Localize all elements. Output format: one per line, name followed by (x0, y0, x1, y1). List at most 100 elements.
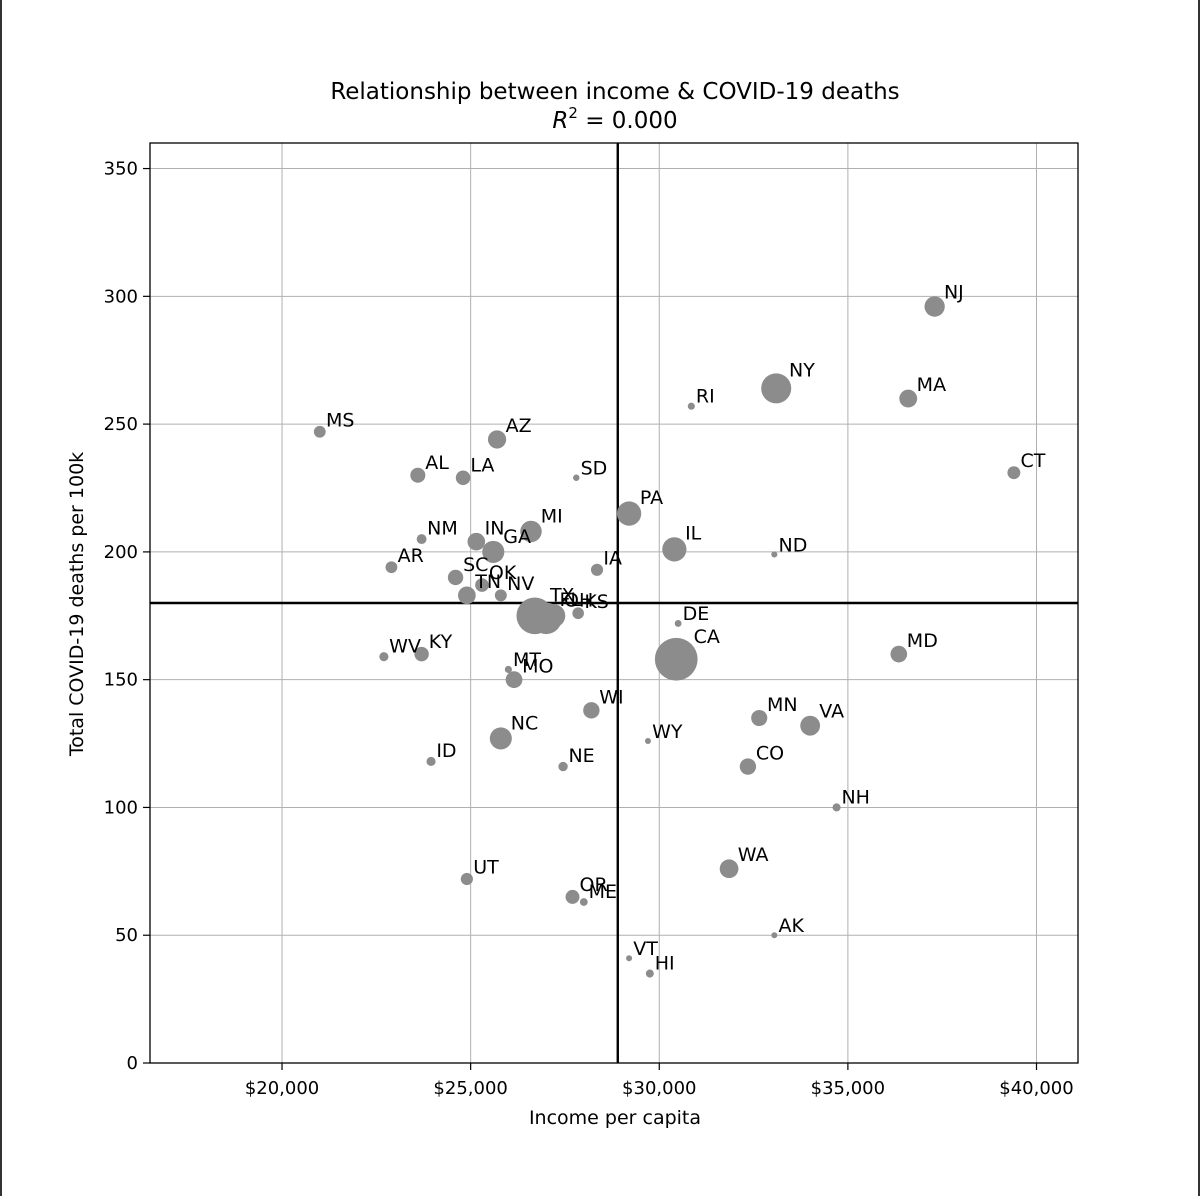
data-point (379, 652, 389, 662)
point-label: WY (652, 721, 683, 743)
point-label: MI (541, 506, 563, 528)
point-label: AR (398, 545, 424, 567)
point-label: TN (474, 571, 501, 593)
point-label: CO (756, 743, 784, 765)
point-label: RI (696, 386, 715, 408)
data-point (505, 671, 523, 689)
chart-title: Relationship between income & COVID-19 d… (330, 79, 899, 105)
y-axis-label: Total COVID-19 deaths per 100k (66, 452, 88, 757)
point-label: WV (389, 635, 421, 657)
point-label: AZ (506, 415, 532, 437)
point-label: GA (503, 526, 531, 548)
data-point (475, 578, 489, 592)
data-point (644, 738, 651, 744)
point-label: VA (819, 701, 844, 723)
point-label: NJ (944, 281, 964, 303)
data-point (739, 758, 757, 775)
data-point (687, 402, 695, 410)
data-point (832, 803, 841, 812)
data-point (579, 898, 588, 906)
point-label: DE (683, 603, 710, 625)
point-label: CA (694, 626, 720, 648)
point-label: TX (549, 585, 575, 607)
y-tick-label: 350 (104, 159, 138, 180)
data-point (761, 373, 792, 404)
plot-border (149, 142, 1079, 1064)
point-label: AL (425, 452, 449, 474)
x-tick-label: $40,000 (999, 1078, 1073, 1099)
point-label: NC (511, 713, 538, 735)
data-point (504, 665, 512, 674)
data-points (313, 296, 1021, 978)
point-label: HI (655, 953, 675, 975)
data-point (654, 637, 698, 681)
point-label: ND (779, 534, 808, 556)
data-point (385, 561, 398, 574)
data-point (924, 296, 945, 317)
data-point (455, 470, 471, 486)
x-axis-label: Income per capita (529, 1107, 701, 1129)
point-label: MA (917, 374, 946, 396)
point-label: NY (789, 360, 815, 382)
right-border (1198, 0, 1200, 1196)
y-tick-label: 300 (104, 286, 138, 307)
point-label: MO (522, 656, 553, 678)
y-tick-label: 100 (104, 797, 138, 818)
data-point (573, 474, 580, 482)
x-tick-label: $25,000 (433, 1078, 507, 1099)
chart-subtitle: R2 = 0.000 (552, 104, 677, 134)
subtitle-value: = 0.000 (578, 108, 678, 134)
point-label: NE (568, 745, 594, 767)
point-label: OK (489, 562, 517, 584)
data-point (751, 709, 768, 727)
data-point (626, 955, 633, 962)
point-label: NV (507, 573, 534, 595)
point-label: SD (581, 457, 608, 479)
point-label: OR (580, 874, 608, 896)
point-labels: NJ NY MA RI MS AZ CT AL LA SD PA MI NM IN IL GA ND AR IA SC… (326, 281, 1046, 974)
data-point (416, 534, 427, 545)
y-tick-label: 250 (104, 414, 138, 435)
data-point (494, 589, 507, 602)
left-border (0, 0, 2, 1196)
data-point (313, 425, 326, 438)
axis-ticks: $20,000 $25,000 $30,000 $35,000 $40,000 0 50 10… (104, 159, 1074, 1099)
data-point (558, 761, 568, 772)
point-label: VT (633, 938, 658, 960)
point-label: MS (326, 410, 354, 432)
point-label: LA (470, 455, 494, 477)
point-label: OH (564, 589, 593, 611)
point-label: KS (584, 591, 609, 613)
point-label: NH (841, 787, 870, 809)
point-label: CT (1021, 450, 1046, 472)
x-tick-label: $35,000 (811, 1078, 885, 1099)
point-label: MN (767, 694, 798, 716)
data-point (590, 563, 604, 576)
data-point (583, 702, 600, 719)
point-label: ID (436, 740, 456, 762)
data-point (410, 467, 426, 483)
data-point (890, 645, 908, 663)
point-label: MT (513, 649, 541, 671)
data-point (489, 727, 512, 750)
point-label: FL (559, 589, 581, 611)
point-label: IN (485, 517, 505, 539)
data-point (520, 520, 542, 543)
point-label: NM (427, 518, 458, 540)
point-label: ME (589, 881, 617, 903)
point-label: IA (603, 547, 622, 569)
data-point (458, 586, 476, 605)
data-point (482, 540, 505, 563)
data-point (662, 537, 687, 562)
data-point (467, 532, 486, 551)
data-point (572, 607, 584, 620)
data-point (565, 889, 580, 904)
data-point (542, 604, 566, 628)
reference-lines (150, 143, 1078, 1063)
data-point (674, 620, 682, 627)
y-tick-label: 150 (104, 670, 138, 691)
y-tick-label: 200 (104, 542, 138, 563)
data-point (645, 969, 654, 978)
